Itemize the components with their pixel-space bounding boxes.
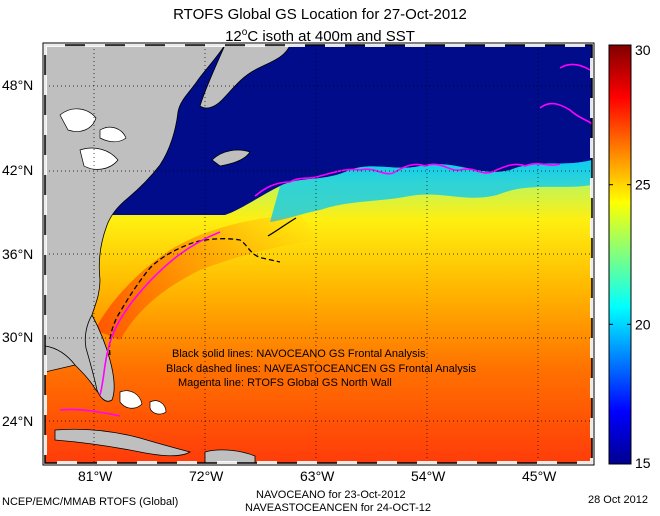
gulf-coast-land: [45, 345, 76, 373]
map-title: RTOFS Global GS Location for 27-Oct-2012: [173, 6, 467, 23]
legend-line-2: Black dashed lines: NAVEASTOCEANCEN GS F…: [166, 363, 477, 375]
lon-label-63: 63°W: [300, 468, 335, 484]
maritimes-land: [199, 45, 291, 109]
lon-label-72: 72°W: [189, 468, 224, 484]
lat-label-30: 30°N: [2, 329, 33, 345]
colorbar-tick-label: 15: [635, 455, 651, 471]
great-lakes: [59, 108, 127, 170]
legend-line-3: Magenta line: RTOFS Global GS North Wall: [178, 377, 392, 389]
hispaniola-land: [204, 449, 256, 463]
footer-run-date: 28 Oct 2012: [588, 494, 648, 506]
rtofs-north-wall: [99, 63, 592, 396]
north-america-land: [45, 45, 226, 399]
lon-label-54: 54°W: [411, 468, 446, 484]
map-subtitle: 12oC isoth at 400m and SST: [225, 27, 415, 45]
colorbar-ticks: 30 25 20 15: [609, 42, 651, 471]
bahamas: [119, 390, 167, 415]
legend-line-1: Black solid lines: NAVOCEANO GS Frontal …: [172, 348, 426, 360]
footer-navoceano-date: NAVOCEANO for 23-Oct-2012: [256, 489, 406, 501]
map-frame-checker: [43, 43, 594, 465]
colorbar: [608, 44, 632, 465]
lon-label-81: 81°W: [78, 468, 113, 484]
shelf-water: [270, 160, 592, 222]
cuba-land: [54, 428, 192, 457]
lat-label-42: 42°N: [2, 162, 33, 178]
rtofs-north-wall-south: [59, 408, 121, 417]
florida-land: [84, 314, 115, 402]
gulf-stream-core: [95, 215, 320, 340]
navoceano-front: [267, 217, 297, 237]
lon-label-45: 45°W: [522, 468, 557, 484]
colorbar-tick-label: 25: [635, 177, 651, 193]
lat-label-24: 24°N: [2, 413, 33, 429]
graticule: [45, 45, 592, 463]
lat-label-48: 48°N: [2, 77, 33, 93]
nova-scotia-land: [211, 149, 251, 167]
footer-source: NCEP/EMC/MMAB RTOFS (Global): [2, 496, 179, 508]
colorbar-tick-label: 20: [635, 316, 651, 332]
lat-label-36: 36°N: [2, 246, 33, 262]
footer-naveast-date: NAVEASTOCEANCEN for 24-OCT-12: [245, 502, 432, 514]
map-frame-outer: [42, 42, 595, 466]
colorbar-tick-label: 30: [635, 42, 651, 58]
naveastoceancen-front: [108, 238, 281, 356]
